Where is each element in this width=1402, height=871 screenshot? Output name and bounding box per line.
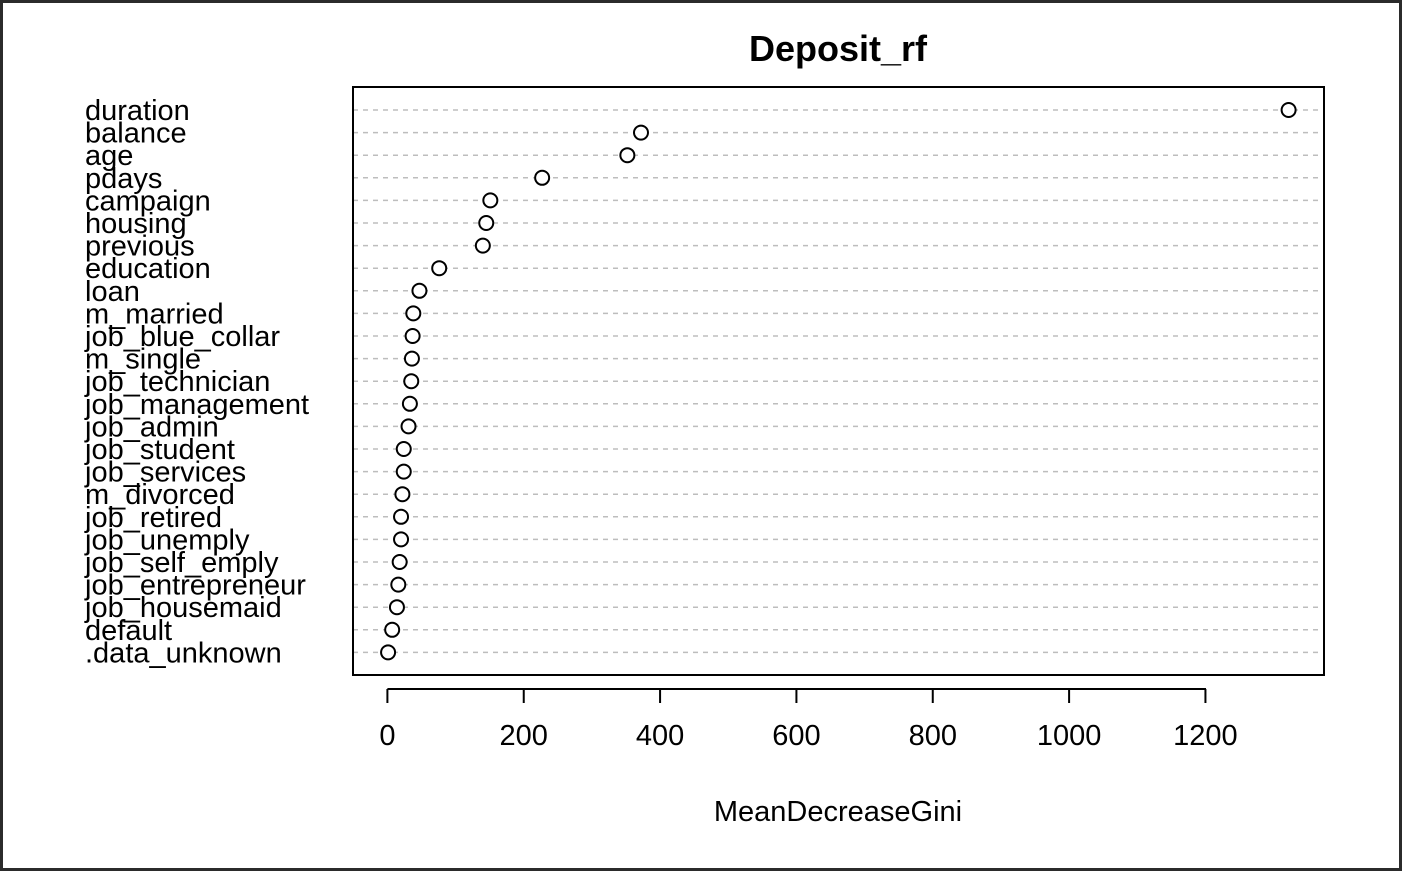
data-point <box>476 239 490 253</box>
x-tick-label: 1000 <box>1037 720 1102 752</box>
data-point <box>620 148 634 162</box>
plot-area-border <box>353 87 1324 675</box>
x-tick-label: 200 <box>500 720 548 752</box>
data-point <box>403 397 417 411</box>
x-tick-label: 400 <box>636 720 684 752</box>
data-point <box>394 532 408 546</box>
data-point <box>483 193 497 207</box>
data-points <box>381 103 1296 659</box>
data-point <box>381 645 395 659</box>
gridlines <box>353 110 1324 652</box>
chart-title: Deposit_rf <box>749 28 928 69</box>
data-point <box>405 352 419 366</box>
data-point <box>397 442 411 456</box>
data-point <box>385 623 399 637</box>
data-point <box>406 329 420 343</box>
data-point <box>395 487 409 501</box>
category-label: .data_unknown <box>85 637 282 669</box>
data-point <box>402 419 416 433</box>
data-point <box>391 578 405 592</box>
data-point <box>479 216 493 230</box>
data-point <box>406 306 420 320</box>
data-point <box>634 126 648 140</box>
x-axis-ticks: 0 200 400 600 800 1000 1200 <box>379 689 1237 752</box>
data-point <box>404 374 418 388</box>
x-tick-label: 600 <box>772 720 820 752</box>
dotchart: Deposit_rf durationbalanceagepdayscampai… <box>3 3 1402 871</box>
x-tick-label: 0 <box>379 720 395 752</box>
data-point <box>1282 103 1296 117</box>
data-point <box>390 600 404 614</box>
x-axis-label: MeanDecreaseGini <box>714 796 962 828</box>
data-point <box>432 261 446 275</box>
data-point <box>535 171 549 185</box>
data-point <box>412 284 426 298</box>
data-point <box>397 465 411 479</box>
data-point <box>393 555 407 569</box>
data-point <box>394 510 408 524</box>
x-tick-label: 1200 <box>1173 720 1238 752</box>
x-tick-label: 800 <box>909 720 957 752</box>
category-labels: durationbalanceagepdayscampaignhousingpr… <box>84 95 309 669</box>
